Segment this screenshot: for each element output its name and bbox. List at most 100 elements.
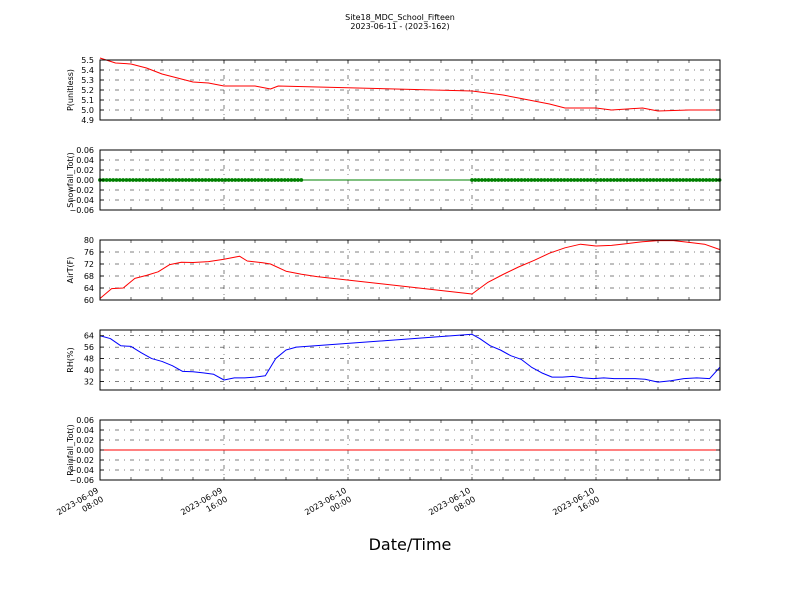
x-tick-label: 2023-06-1008:00 — [427, 486, 477, 526]
series-point — [240, 178, 244, 182]
series-point — [608, 178, 613, 182]
y-tick-label: 64 — [84, 332, 94, 341]
series-point — [249, 178, 254, 182]
y-axis-label: AirT(F) — [66, 257, 75, 284]
series-point — [243, 178, 248, 182]
series-point — [114, 178, 119, 182]
series-point — [157, 178, 162, 182]
y-tick-label: 32 — [84, 377, 94, 386]
series-point — [678, 178, 682, 182]
series-point — [641, 178, 646, 182]
x-tick-label: 2023-06-0916:00 — [179, 486, 229, 526]
series-point — [579, 178, 583, 182]
series-point — [213, 178, 218, 182]
y-tick-label: 64 — [84, 284, 94, 293]
y-tick-label: 5.4 — [81, 66, 94, 75]
series-point — [711, 178, 715, 182]
series-point — [470, 178, 474, 182]
series-point — [131, 178, 135, 182]
series-point — [253, 178, 257, 182]
series-line — [99, 333, 721, 383]
y-tick-label: 5.2 — [81, 86, 94, 95]
series-point — [177, 178, 182, 182]
series-point — [141, 178, 145, 182]
series-point — [536, 178, 540, 182]
y-axis-label: P(unitless) — [66, 69, 75, 111]
series-point — [263, 178, 267, 182]
series-point — [286, 178, 290, 182]
chart-title-line2: 2023-06-11 - (2023-162) — [350, 22, 449, 31]
series-point — [509, 178, 514, 182]
subplots: 4.95.05.15.25.35.45.5P(unitless)−0.06−0.… — [66, 56, 722, 485]
series-point — [565, 178, 570, 182]
series-point — [701, 178, 705, 182]
series-point — [542, 178, 547, 182]
axes-frame — [99, 329, 721, 391]
y-tick-label: 0.02 — [76, 436, 94, 445]
series-point — [707, 178, 712, 182]
y-tick-label: 0.06 — [76, 416, 94, 425]
y-tick-label: 60 — [84, 296, 94, 305]
series-point — [585, 178, 590, 182]
series-point — [104, 178, 109, 182]
y-tick-label: −0.04 — [69, 196, 94, 205]
series-point — [137, 178, 142, 182]
series-point — [674, 178, 679, 182]
axes-frame — [99, 239, 721, 301]
series-point — [111, 178, 116, 182]
series-point — [124, 178, 129, 182]
y-tick-label: 72 — [84, 260, 94, 269]
series-point — [473, 178, 478, 182]
series-point — [233, 178, 238, 182]
series-point — [615, 178, 620, 182]
series-point — [282, 178, 287, 182]
series-point — [167, 178, 172, 182]
y-tick-label: 0.06 — [76, 146, 94, 155]
series-point — [631, 178, 636, 182]
subplot-1: 4.95.05.15.25.35.45.5 P(unitless) — [66, 56, 721, 125]
y-tick-label: −0.02 — [69, 456, 94, 465]
series-point — [532, 178, 537, 182]
subplot-4: 32 40 48 56 64 RH(%) — [66, 329, 721, 391]
series-point — [499, 178, 504, 182]
series-point — [164, 178, 168, 182]
series-point — [223, 178, 228, 182]
series-point — [668, 178, 672, 182]
chart-title-line1: Site18_MDC_School_Fifteen — [345, 13, 455, 22]
y-tick-label: −0.02 — [69, 186, 94, 195]
series-point — [180, 178, 185, 182]
series-point — [569, 178, 573, 182]
series-point — [552, 178, 557, 182]
series-line — [99, 57, 720, 112]
series-point — [493, 178, 497, 182]
series-point — [605, 178, 610, 182]
series-point — [121, 178, 125, 182]
series-point — [618, 178, 623, 182]
series-point — [496, 178, 501, 182]
series-point — [648, 178, 653, 182]
series-point — [559, 178, 563, 182]
series-point — [144, 178, 149, 182]
series-point — [621, 178, 626, 182]
series-point — [236, 178, 241, 182]
series-point — [661, 178, 666, 182]
y-tick-label: 0.02 — [76, 166, 94, 175]
y-axis-label: Rainfall_Tot() — [66, 424, 75, 476]
series-point — [190, 178, 195, 182]
y-tick-label: −0.06 — [69, 476, 94, 485]
y-tick-label: 80 — [84, 236, 94, 245]
series-point — [276, 178, 281, 182]
series-point — [147, 178, 152, 182]
series-point — [150, 178, 155, 182]
series-point — [691, 178, 695, 182]
series-point — [193, 178, 198, 182]
series-point — [259, 178, 264, 182]
series-point — [625, 178, 629, 182]
series-point — [651, 178, 656, 182]
y-tick-label: −0.06 — [69, 206, 94, 215]
series-point — [658, 178, 662, 182]
series-point — [612, 178, 616, 182]
series-point — [526, 178, 530, 182]
series-point — [529, 178, 534, 182]
series-point — [645, 178, 649, 182]
